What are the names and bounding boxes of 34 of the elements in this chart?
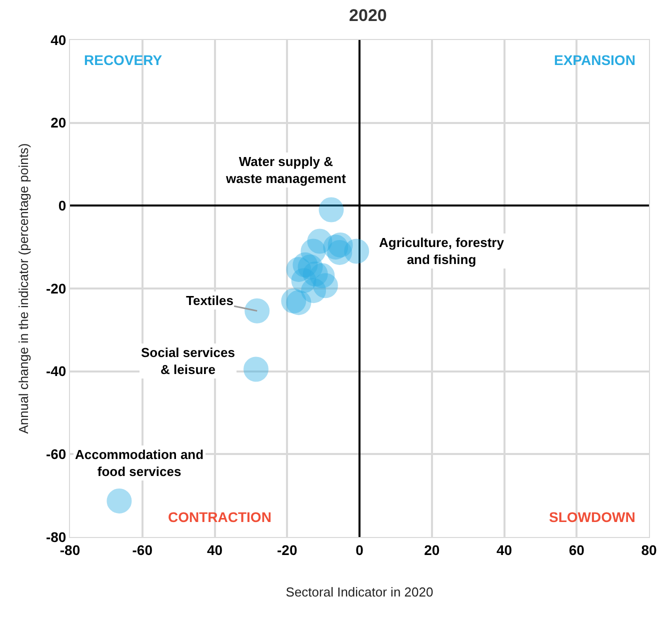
x-tick-label: 80 <box>641 542 657 558</box>
annotation: Accommodation and food services <box>75 447 204 479</box>
x-tick-label: 40 <box>496 542 512 558</box>
y-tick-label: -60 <box>46 446 66 462</box>
point <box>244 356 268 382</box>
annotation: RECOVERY <box>84 52 163 68</box>
point <box>327 240 352 265</box>
x-tick-label: -60 <box>132 542 153 558</box>
x-tick-label: 0 <box>356 542 364 558</box>
annotation: EXPANSION <box>554 52 636 68</box>
y-tick-label: 20 <box>50 114 66 131</box>
point <box>291 268 316 294</box>
annotation: Textiles <box>186 293 234 308</box>
y-tick-label: -40 <box>46 363 66 380</box>
y-tick-label: -20 <box>46 280 66 296</box>
x-tick-label: 20 <box>424 542 440 558</box>
x-tick-label: 40 <box>206 542 223 558</box>
y-axis-title: Annual change in the indicator (percentage points) <box>16 143 31 434</box>
point <box>318 197 344 222</box>
y-tick-label: -80 <box>46 528 66 545</box>
annotation: Water supply & waste management <box>225 154 347 186</box>
annotation: CONTRACTION <box>168 509 272 525</box>
y-tick-label: 0 <box>58 198 66 214</box>
point <box>106 488 132 514</box>
x-axis-title: Sectoral Indicator in 2020 <box>286 584 434 600</box>
annotation: SLOWDOWN <box>549 509 636 525</box>
y-tick-label: 40 <box>50 32 66 48</box>
chart-title: 2020 <box>349 6 387 26</box>
point <box>244 298 270 324</box>
annotation: Social services & leisure <box>141 345 235 377</box>
point <box>286 290 312 316</box>
annotation: Agriculture, forestry and fishing <box>379 235 505 267</box>
x-tick-label: -20 <box>277 542 298 558</box>
x-tick-label: 60 <box>568 542 585 558</box>
